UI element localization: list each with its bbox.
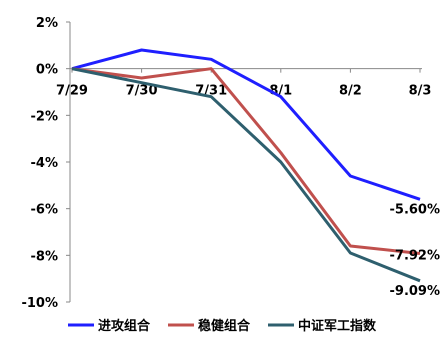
x-tick-label: 8/3 [409, 84, 432, 99]
y-tick-label: -4% [31, 156, 58, 171]
series-line-1 [71, 48, 421, 201]
y-tick-label: -8% [31, 249, 58, 264]
data-label: -5.60% [390, 202, 441, 217]
y-tick-label: 2% [36, 16, 58, 31]
series-line-2 [71, 67, 421, 255]
data-label: -7.92% [390, 248, 441, 263]
x-tick-label: 8/2 [339, 84, 362, 99]
legend-label: 稳健组合 [198, 318, 251, 334]
series-line-3 [71, 67, 421, 283]
y-tick-label: -6% [31, 203, 58, 218]
legend-label: 进攻组合 [98, 318, 151, 334]
data-label: -9.09% [390, 284, 441, 299]
y-tick-label: -10% [21, 296, 58, 311]
legend-label: 中证军工指数 [298, 318, 377, 334]
x-tick-label: 7/30 [126, 84, 158, 99]
x-tick-label: 7/29 [56, 84, 88, 99]
y-tick-label: -2% [31, 109, 58, 124]
y-tick-label: 0% [36, 63, 58, 78]
